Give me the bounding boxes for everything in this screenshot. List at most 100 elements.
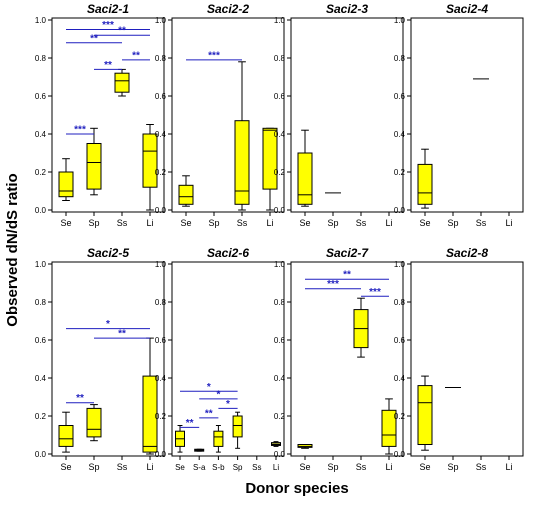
significance-label: *** xyxy=(208,50,220,61)
y-tick-label: 0.0 xyxy=(35,450,47,459)
significance-bracket: * xyxy=(66,319,150,330)
panel-frame xyxy=(171,17,285,213)
x-tick-label: Ss xyxy=(117,462,128,472)
y-tick-label: 0.2 xyxy=(274,412,286,421)
x-tick-label: Sp xyxy=(88,462,99,472)
y-tick-label: 0.8 xyxy=(394,298,406,307)
box-se xyxy=(178,175,194,207)
x-tick-label: Sp xyxy=(233,463,243,472)
significance-bracket: ** xyxy=(94,26,150,37)
significance-bracket: ** xyxy=(94,329,150,340)
box-iqr xyxy=(58,171,74,198)
box-li xyxy=(142,337,158,455)
x-tick-label: Li xyxy=(266,218,273,228)
x-tick-label: Se xyxy=(299,462,310,472)
significance-bracket: ** xyxy=(180,418,200,429)
y-tick-label: 0.0 xyxy=(274,450,286,459)
x-tick-label: Li xyxy=(505,218,512,228)
y-tick-label: 0.8 xyxy=(394,54,406,63)
box-iqr xyxy=(417,163,433,205)
panel-title: Saci2-8 xyxy=(446,246,488,260)
box-iqr xyxy=(232,415,243,438)
significance-label: ** xyxy=(118,26,126,37)
significance-label: * xyxy=(106,319,110,330)
box-li xyxy=(262,127,278,211)
panel-saci2-8: Saci2-8 0.0 0.2 0.4 0.6 0.8 1.0 Se Sp Ss Li xyxy=(394,246,524,472)
y-tick-label: 0.2 xyxy=(35,412,47,421)
y-tick-label: 0.4 xyxy=(155,130,167,139)
y-tick-label: 0.0 xyxy=(394,206,406,215)
y-tick-label: 0.4 xyxy=(274,374,286,383)
x-tick-label: Ss xyxy=(237,218,248,228)
significance-label: * xyxy=(216,389,220,400)
significance-bracket: *** xyxy=(305,279,361,290)
y-tick-label: 0.4 xyxy=(155,374,167,383)
box-iqr xyxy=(142,133,158,188)
x-tick-label: Ss xyxy=(356,462,367,472)
y-tick-label: 0.2 xyxy=(35,168,47,177)
x-tick-label: Sp xyxy=(88,218,99,228)
y-tick-label: 0.6 xyxy=(394,336,406,345)
box-se xyxy=(58,158,74,201)
box-iqr xyxy=(262,127,278,190)
x-tick-label: Ss xyxy=(476,462,487,472)
y-tick-label: 0.8 xyxy=(274,54,286,63)
panel-frame xyxy=(290,261,404,457)
box-sp xyxy=(86,404,102,442)
panel-saci2-4: Saci2-4 0.0 0.2 0.4 0.6 0.8 1.0 Se Sp Ss Li xyxy=(394,2,524,228)
y-tick-label: 0.6 xyxy=(394,92,406,101)
panel-title: Saci2-1 xyxy=(87,2,129,16)
x-tick-label: Ss xyxy=(476,218,487,228)
x-tick-label: S-a xyxy=(193,463,206,472)
significance-label: ** xyxy=(132,50,140,61)
box-ss xyxy=(114,68,130,97)
box-sp xyxy=(232,411,243,449)
panel-saci2-7: Saci2-70.00.20.40.60.81.0Se Sp Ss Li*******… xyxy=(274,246,404,472)
box-li xyxy=(381,398,397,455)
y-tick-label: 1.0 xyxy=(35,16,47,25)
x-tick-label: Se xyxy=(175,463,185,472)
x-tick-label: Sp xyxy=(208,218,219,228)
panel-title: Saci2-7 xyxy=(326,246,369,260)
significance-label: ** xyxy=(90,33,98,44)
box-li xyxy=(142,124,158,211)
y-tick-label: 0.4 xyxy=(394,130,406,139)
panel-saci2-2: Saci2-2 0.0 0.2 0.4 0.6 0.8 1.0 Se Sp Ss Li *** xyxy=(155,2,285,228)
significance-bracket: *** xyxy=(186,50,242,61)
y-tick-label: 0.0 xyxy=(274,206,286,215)
significance-bracket: *** xyxy=(66,20,150,31)
y-tick-label: 1.0 xyxy=(274,260,286,269)
box-se xyxy=(297,129,313,207)
significance-bracket: * xyxy=(180,382,238,393)
panel-saci2-3: Saci2-3 0.0 0.2 0.4 0.6 0.8 1.0 Se Sp Ss Li xyxy=(274,2,404,228)
box-iqr xyxy=(297,152,313,205)
y-tick-label: 0.2 xyxy=(155,168,167,177)
y-tick-label: 0.6 xyxy=(35,336,47,345)
y-tick-label: 0.0 xyxy=(35,206,47,215)
x-tick-label: Li xyxy=(505,462,512,472)
box-iqr xyxy=(142,375,158,453)
x-tick-label: Ss xyxy=(252,463,261,472)
significance-label: * xyxy=(226,399,230,410)
panel-frame xyxy=(410,17,524,213)
significance-label: ** xyxy=(186,418,194,429)
x-tick-label: Li xyxy=(273,463,279,472)
x-tick-label: Se xyxy=(419,218,430,228)
x-tick-label: Sp xyxy=(327,218,338,228)
significance-bracket: ** xyxy=(66,393,94,404)
panel-saci2-1: Saci2-10.00.20.40.60.81.0Se Sp Ss Li*******… xyxy=(35,2,165,228)
significance-bracket: *** xyxy=(361,287,389,298)
box-iqr xyxy=(86,143,102,190)
significance-label: ** xyxy=(205,408,213,419)
box-iqr xyxy=(86,407,102,438)
box-se xyxy=(417,148,433,209)
y-tick-label: 0.6 xyxy=(155,336,167,345)
significance-bracket: * xyxy=(199,389,238,400)
y-tick-label: 1.0 xyxy=(394,260,406,269)
y-tick-label: 0.8 xyxy=(35,298,47,307)
panel-title: Saci2-2 xyxy=(207,2,249,16)
box-iqr xyxy=(58,425,74,447)
significance-label: *** xyxy=(102,20,114,31)
x-tick-label: Sp xyxy=(447,218,458,228)
